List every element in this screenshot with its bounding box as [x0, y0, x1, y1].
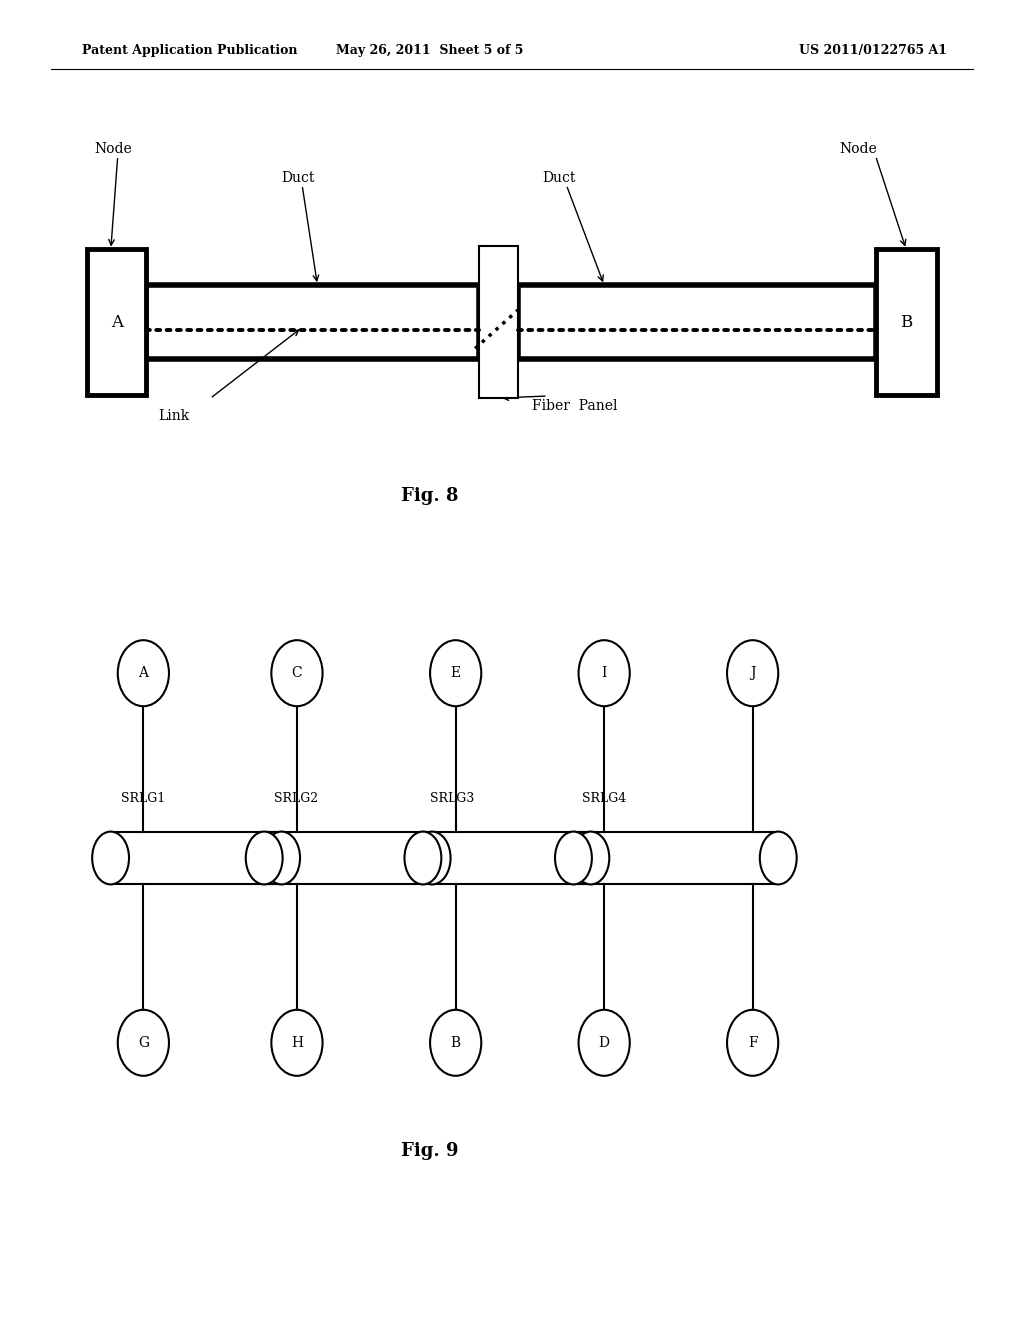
Circle shape [430, 640, 481, 706]
Text: I: I [601, 667, 607, 680]
Ellipse shape [404, 832, 441, 884]
Bar [479, 246, 518, 399]
Text: G: G [138, 1036, 148, 1049]
Circle shape [271, 1010, 323, 1076]
Text: May 26, 2011  Sheet 5 of 5: May 26, 2011 Sheet 5 of 5 [337, 44, 523, 57]
Bar [146, 285, 479, 359]
Bar [111, 832, 282, 884]
Ellipse shape [760, 832, 797, 884]
Circle shape [118, 1010, 169, 1076]
Text: Duct: Duct [282, 170, 315, 185]
Text: B: B [451, 1036, 461, 1049]
Ellipse shape [263, 832, 300, 884]
Text: SRLG4: SRLG4 [582, 792, 626, 805]
Text: D: D [599, 1036, 609, 1049]
Circle shape [727, 640, 778, 706]
Text: A: A [138, 667, 148, 680]
Text: C: C [292, 667, 302, 680]
Bar [876, 249, 937, 395]
Bar [87, 249, 146, 395]
Text: US 2011/0122765 A1: US 2011/0122765 A1 [799, 44, 947, 57]
Circle shape [430, 1010, 481, 1076]
Text: Node: Node [94, 141, 132, 156]
Text: A: A [111, 314, 123, 330]
Text: F: F [748, 1036, 758, 1049]
Ellipse shape [246, 832, 283, 884]
Bar [518, 285, 876, 359]
Text: Fiber  Panel: Fiber Panel [532, 399, 617, 413]
Text: Duct: Duct [543, 170, 577, 185]
Circle shape [271, 640, 323, 706]
Text: J: J [750, 667, 756, 680]
Bar [423, 832, 591, 884]
Text: E: E [451, 667, 461, 680]
Circle shape [727, 1010, 778, 1076]
Bar [573, 832, 778, 884]
Text: Patent Application Publication: Patent Application Publication [82, 44, 297, 57]
Text: SRLG2: SRLG2 [274, 792, 318, 805]
Circle shape [579, 1010, 630, 1076]
Ellipse shape [555, 832, 592, 884]
Text: Fig. 9: Fig. 9 [401, 1142, 459, 1160]
Circle shape [118, 640, 169, 706]
Text: Node: Node [840, 141, 878, 156]
Text: Link: Link [159, 409, 190, 424]
Text: B: B [900, 314, 912, 330]
Text: Fig. 8: Fig. 8 [401, 487, 459, 506]
Text: SRLG3: SRLG3 [430, 792, 474, 805]
Ellipse shape [414, 832, 451, 884]
Text: H: H [291, 1036, 303, 1049]
Circle shape [579, 640, 630, 706]
Ellipse shape [92, 832, 129, 884]
Bar [264, 832, 432, 884]
Ellipse shape [572, 832, 609, 884]
Text: SRLG1: SRLG1 [121, 792, 165, 805]
